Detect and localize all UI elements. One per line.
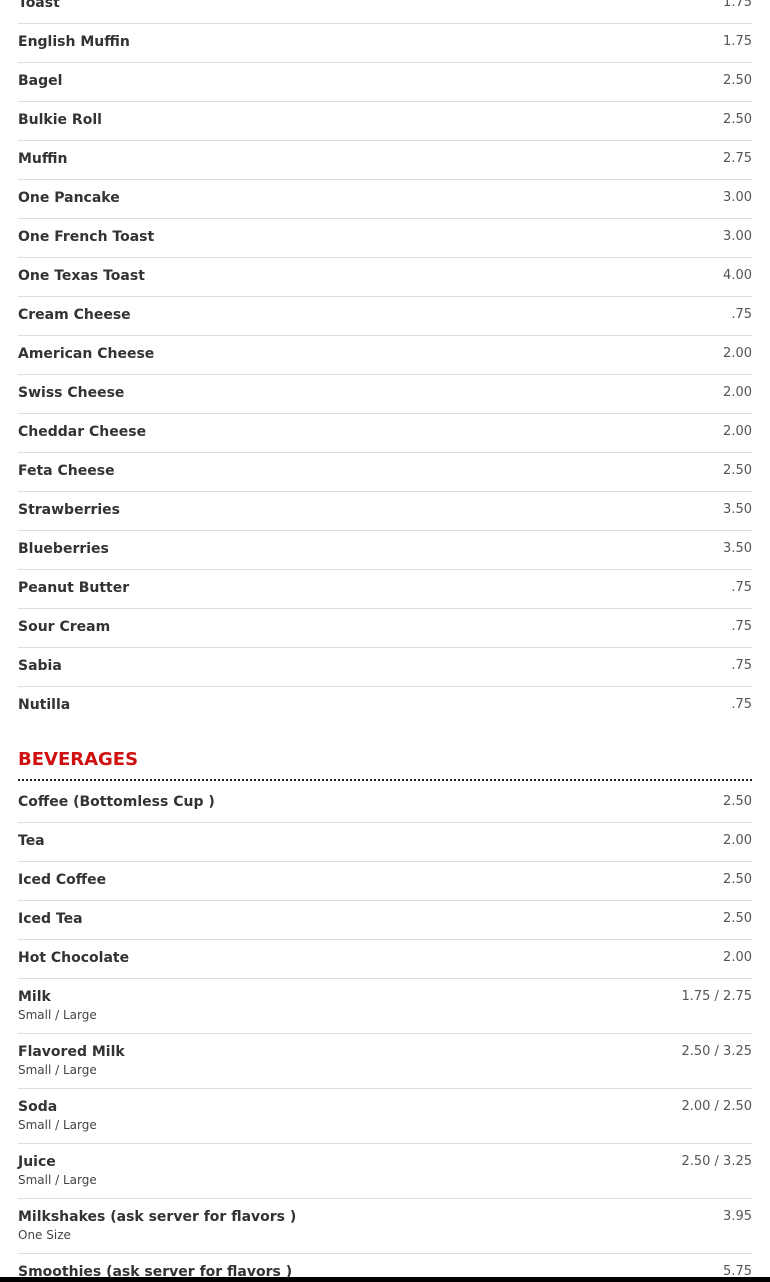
bottom-bar [0, 1277, 770, 1282]
item-name: Sabia [18, 658, 62, 674]
item-price: 2.75 [723, 151, 752, 166]
menu-item: Flavored Milk 2.50 / 3.25 Small / Large [18, 1034, 752, 1089]
menu-item: Cheddar Cheese 2.00 [18, 414, 752, 453]
menu-item: One Pancake 3.00 [18, 180, 752, 219]
menu-item: Coffee (Bottomless Cup ) 2.50 [18, 784, 752, 823]
menu-item: Soda 2.00 / 2.50 Small / Large [18, 1089, 752, 1144]
item-name: Cream Cheese [18, 307, 131, 323]
item-price: 4.00 [723, 268, 752, 283]
item-price: .75 [731, 307, 752, 322]
section-title: BEVERAGES [18, 749, 139, 770]
item-price: 3.50 [723, 502, 752, 517]
item-note: Small / Large [18, 1173, 97, 1187]
item-price: 2.00 [723, 385, 752, 400]
item-price: 2.50 [723, 73, 752, 88]
item-price: 1.75 / 2.75 [681, 989, 752, 1004]
section-header: BEVERAGES [18, 743, 752, 781]
menu-item: Bulkie Roll 2.50 [18, 102, 752, 141]
menu-item: Milk 1.75 / 2.75 Small / Large [18, 979, 752, 1034]
item-name: Milk [18, 989, 51, 1005]
menu-item: Toast 1.75 [18, 0, 752, 24]
item-price: 2.00 [723, 950, 752, 965]
item-price: 1.75 [723, 34, 752, 49]
item-price: 5.75 [723, 1264, 752, 1279]
menu-item: One French Toast 3.00 [18, 219, 752, 258]
item-price: 2.50 / 3.25 [681, 1154, 752, 1169]
item-name: Nutilla [18, 697, 71, 713]
item-price: 2.50 [723, 911, 752, 926]
menu-item: American Cheese 2.00 [18, 336, 752, 375]
item-name: One Pancake [18, 190, 120, 206]
menu-item: Sour Cream .75 [18, 609, 752, 648]
item-name: Peanut Butter [18, 580, 130, 596]
item-name: One Texas Toast [18, 268, 145, 284]
item-name: Flavored Milk [18, 1044, 125, 1060]
item-price: 3.50 [723, 541, 752, 556]
item-note: One Size [18, 1228, 71, 1242]
menu-item: Bagel 2.50 [18, 63, 752, 102]
menu-item: Nutilla .75 [18, 687, 752, 726]
item-price: 3.00 [723, 229, 752, 244]
item-note: Small / Large [18, 1008, 97, 1022]
item-name: English Muffin [18, 34, 130, 50]
item-name: Toast [18, 0, 60, 11]
item-note: Small / Large [18, 1118, 97, 1132]
item-name: Juice [18, 1154, 56, 1170]
item-name: Hot Chocolate [18, 950, 130, 966]
menu-item: Muffin 2.75 [18, 141, 752, 180]
menu-item: Strawberries 3.50 [18, 492, 752, 531]
item-name: Bulkie Roll [18, 112, 102, 128]
item-name: Smoothies (ask server for flavors ) [18, 1264, 293, 1280]
menu-item: English Muffin 1.75 [18, 24, 752, 63]
item-price: 2.50 [723, 794, 752, 809]
item-price: 2.50 [723, 463, 752, 478]
item-price: 2.00 / 2.50 [681, 1099, 752, 1114]
item-name: Tea [18, 833, 45, 849]
item-price: .75 [731, 697, 752, 712]
item-name: Blueberries [18, 541, 109, 557]
item-name: American Cheese [18, 346, 155, 362]
item-price: 1.75 [723, 0, 752, 10]
menu-item: Juice 2.50 / 3.25 Small / Large [18, 1144, 752, 1199]
menu-item: Sabia .75 [18, 648, 752, 687]
menu-item: Blueberries 3.50 [18, 531, 752, 570]
item-price: .75 [731, 619, 752, 634]
item-name: Coffee (Bottomless Cup ) [18, 794, 215, 810]
menu-item: Swiss Cheese 2.00 [18, 375, 752, 414]
item-name: Swiss Cheese [18, 385, 125, 401]
menu-item: Hot Chocolate 2.00 [18, 940, 752, 979]
item-price: 2.00 [723, 346, 752, 361]
item-note: Small / Large [18, 1063, 97, 1077]
item-name: Milkshakes (ask server for flavors ) [18, 1209, 297, 1225]
menu-item: One Texas Toast 4.00 [18, 258, 752, 297]
menu-item: Peanut Butter .75 [18, 570, 752, 609]
item-name: Soda [18, 1099, 58, 1115]
menu-item: Cream Cheese .75 [18, 297, 752, 336]
item-price: 2.00 [723, 424, 752, 439]
menu-item: Iced Tea 2.50 [18, 901, 752, 940]
item-name: Muffin [18, 151, 68, 167]
item-name: Iced Coffee [18, 872, 107, 888]
item-price: 2.50 [723, 872, 752, 887]
item-name: Cheddar Cheese [18, 424, 147, 440]
item-name: Iced Tea [18, 911, 83, 927]
item-price: 2.00 [723, 833, 752, 848]
item-name: Sour Cream [18, 619, 111, 635]
item-price: 2.50 / 3.25 [681, 1044, 752, 1059]
item-name: Bagel [18, 73, 63, 89]
item-price: .75 [731, 658, 752, 673]
menu-item: Tea 2.00 [18, 823, 752, 862]
menu-item: Feta Cheese 2.50 [18, 453, 752, 492]
menu-item: Smoothies (ask server for flavors ) 5.75 [18, 1254, 752, 1282]
menu-item: Iced Coffee 2.50 [18, 862, 752, 901]
item-price: 3.95 [723, 1209, 752, 1224]
item-name: Strawberries [18, 502, 121, 518]
item-price: .75 [731, 580, 752, 595]
item-name: One French Toast [18, 229, 155, 245]
menu-item: Milkshakes (ask server for flavors ) 3.95… [18, 1199, 752, 1254]
item-price: 2.50 [723, 112, 752, 127]
item-price: 3.00 [723, 190, 752, 205]
item-name: Feta Cheese [18, 463, 115, 479]
